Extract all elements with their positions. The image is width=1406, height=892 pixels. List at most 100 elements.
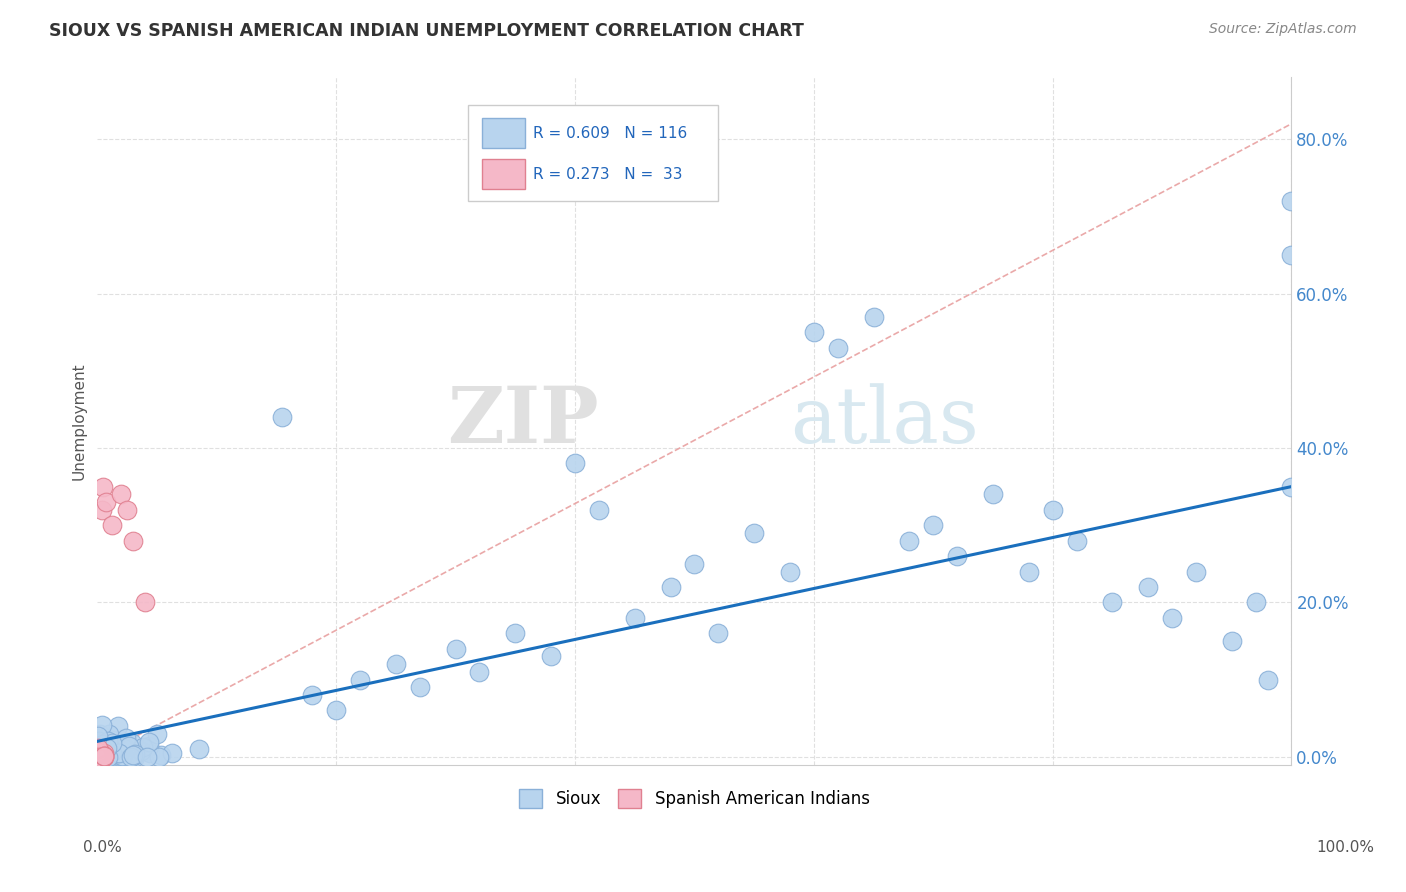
Point xyxy=(138,735,160,749)
Point xyxy=(93,749,115,764)
Point xyxy=(1137,580,1160,594)
Point xyxy=(98,741,121,756)
Point xyxy=(101,739,124,754)
Point xyxy=(112,739,135,754)
Point xyxy=(98,738,121,752)
Point xyxy=(124,747,146,761)
Point xyxy=(103,742,125,756)
Point xyxy=(134,595,156,609)
Point xyxy=(112,739,135,754)
Point xyxy=(91,480,114,494)
Point xyxy=(87,738,110,752)
Point xyxy=(93,743,115,757)
Point xyxy=(94,741,117,756)
Point xyxy=(91,748,114,763)
Point xyxy=(827,341,849,355)
Point xyxy=(89,743,111,757)
Point xyxy=(132,739,155,754)
Text: 0.0%: 0.0% xyxy=(83,840,122,855)
Point xyxy=(124,747,146,761)
Text: atlas: atlas xyxy=(790,383,979,458)
Point xyxy=(91,502,114,516)
Point xyxy=(779,565,801,579)
Point xyxy=(100,745,122,759)
Text: SIOUX VS SPANISH AMERICAN INDIAN UNEMPLOYMENT CORRELATION CHART: SIOUX VS SPANISH AMERICAN INDIAN UNEMPLO… xyxy=(49,22,804,40)
Point xyxy=(86,745,108,759)
Point xyxy=(89,749,111,764)
Point xyxy=(93,749,115,764)
Point xyxy=(742,525,765,540)
Point xyxy=(89,749,111,764)
Point xyxy=(1220,634,1243,648)
Point xyxy=(111,749,134,764)
Text: R = 0.273   N =  33: R = 0.273 N = 33 xyxy=(533,167,683,182)
Point xyxy=(101,736,124,750)
Point xyxy=(1281,194,1303,208)
Point xyxy=(707,626,730,640)
Point xyxy=(107,719,129,733)
Point xyxy=(86,747,108,762)
Point xyxy=(93,737,115,751)
FancyBboxPatch shape xyxy=(482,118,524,148)
Point xyxy=(120,749,142,764)
Point xyxy=(138,739,160,754)
Point xyxy=(1281,248,1303,262)
Legend: Sioux, Spanish American Indians: Sioux, Spanish American Indians xyxy=(512,782,876,814)
Point xyxy=(108,747,131,761)
Point xyxy=(122,533,145,548)
Point xyxy=(87,745,110,759)
Point xyxy=(121,736,143,750)
Point xyxy=(93,749,115,764)
Point xyxy=(97,749,120,764)
Point xyxy=(922,518,945,533)
Point xyxy=(188,742,211,756)
Y-axis label: Unemployment: Unemployment xyxy=(72,362,86,480)
Point xyxy=(87,748,110,763)
Point xyxy=(1101,595,1123,609)
Point xyxy=(1066,533,1088,548)
Point xyxy=(100,518,122,533)
FancyBboxPatch shape xyxy=(482,159,524,189)
Point xyxy=(87,747,110,761)
Point xyxy=(301,688,323,702)
Point xyxy=(94,746,117,760)
Point xyxy=(409,681,432,695)
Point xyxy=(659,580,682,594)
Point xyxy=(93,747,115,761)
Point xyxy=(946,549,969,563)
Point xyxy=(148,749,170,764)
Point xyxy=(325,703,347,717)
Point xyxy=(503,626,526,640)
Point xyxy=(121,747,143,762)
Point xyxy=(87,733,110,747)
Point xyxy=(149,748,172,763)
Point xyxy=(91,749,114,764)
Point xyxy=(385,657,408,672)
FancyBboxPatch shape xyxy=(468,105,718,201)
Point xyxy=(86,749,108,764)
Point xyxy=(444,641,467,656)
Text: R = 0.609   N = 116: R = 0.609 N = 116 xyxy=(533,126,688,141)
Point xyxy=(1281,480,1303,494)
Point xyxy=(271,410,294,425)
Point xyxy=(91,742,114,756)
Point xyxy=(101,747,124,762)
Text: ZIP: ZIP xyxy=(447,383,599,459)
Point xyxy=(110,487,132,501)
Point xyxy=(87,744,110,758)
Point xyxy=(94,495,117,509)
Point xyxy=(564,457,586,471)
Point xyxy=(146,727,169,741)
Point xyxy=(115,731,138,746)
Point xyxy=(115,502,138,516)
Point xyxy=(94,744,117,758)
Point xyxy=(96,741,118,756)
Point xyxy=(87,749,110,764)
Point xyxy=(90,745,112,759)
Point xyxy=(100,733,122,747)
Point xyxy=(91,744,114,758)
Point xyxy=(349,673,371,687)
Point xyxy=(90,748,112,763)
Point xyxy=(93,748,115,763)
Point xyxy=(87,748,110,763)
